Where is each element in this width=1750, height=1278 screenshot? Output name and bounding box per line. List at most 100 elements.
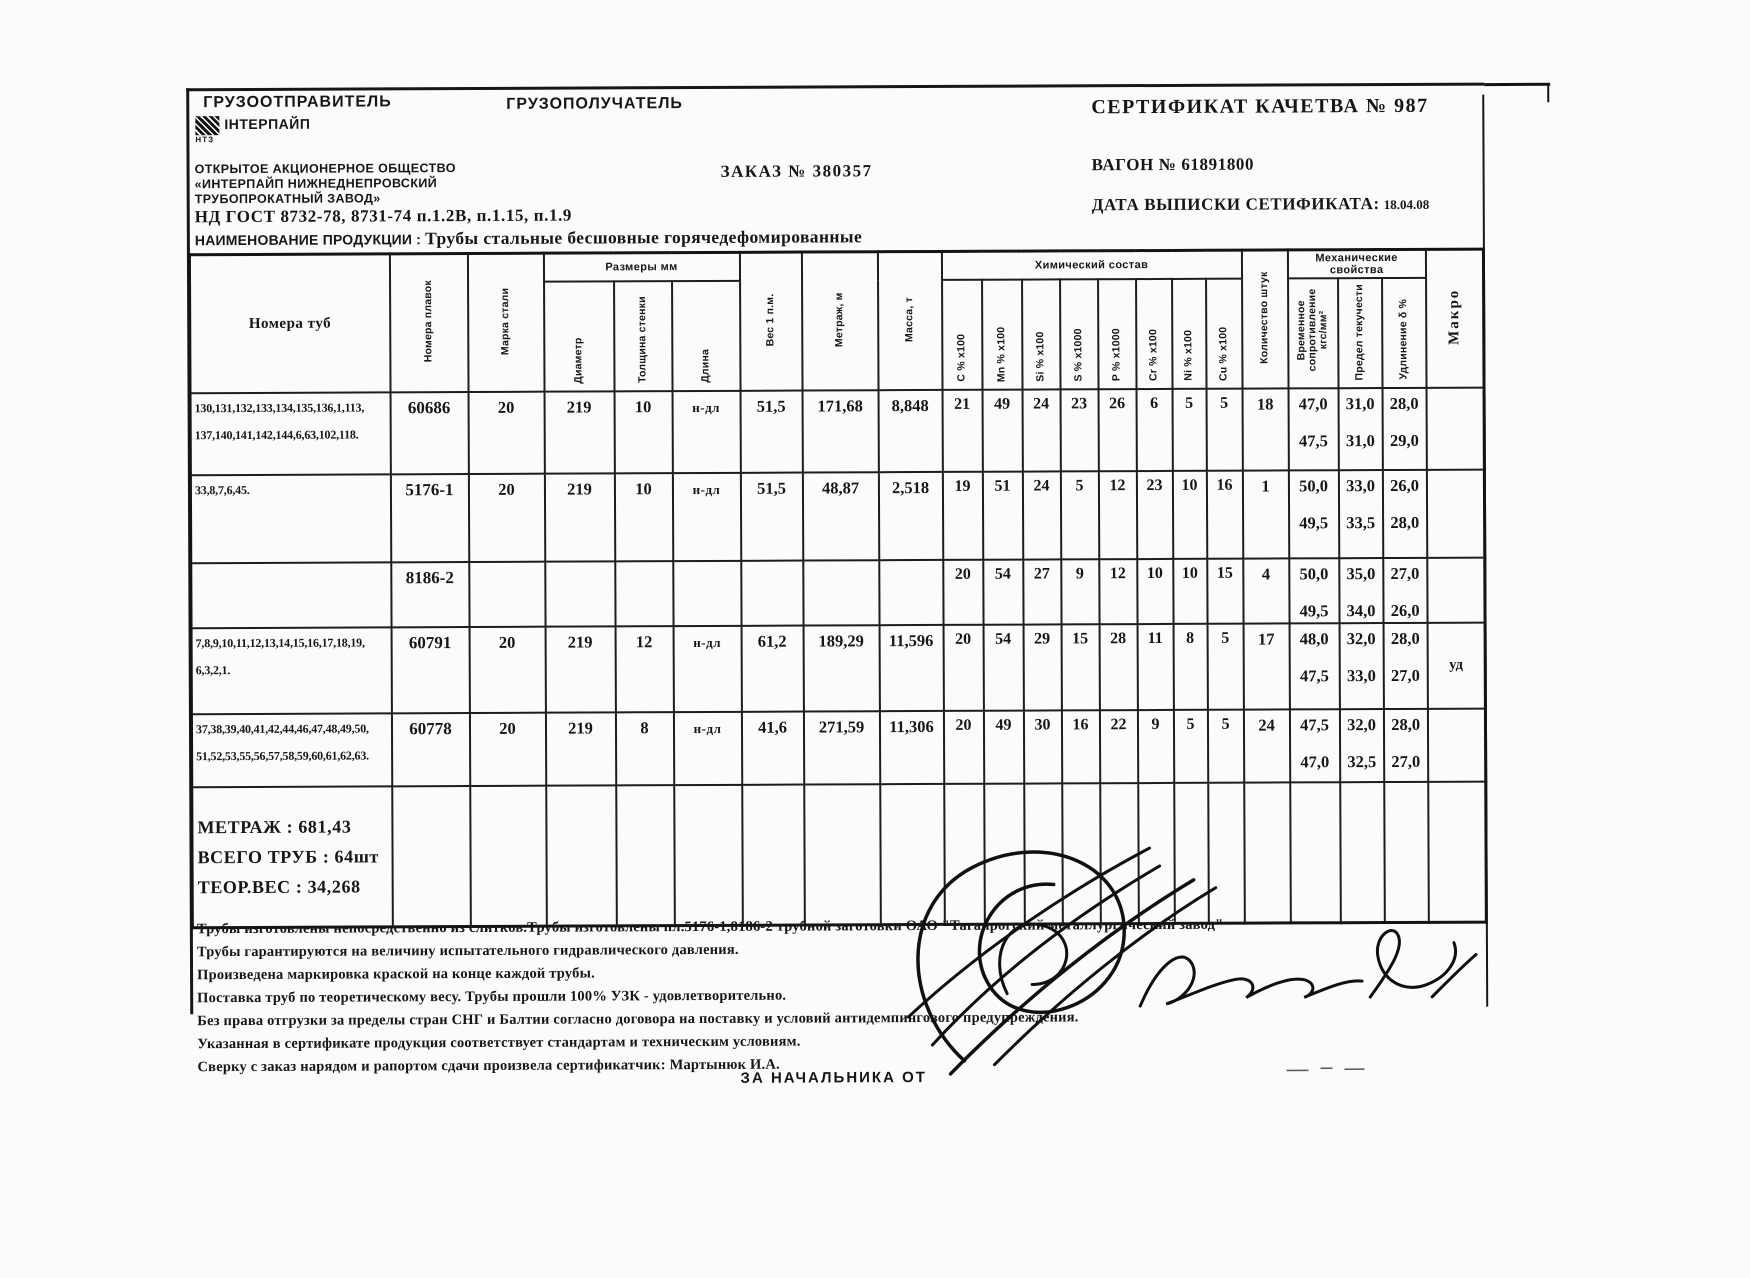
summary-line: ВСЕГО ТРУБ : 64шт — [197, 846, 380, 868]
cell-tube-numbers: 130,131,132,133,134,135,136,1,113, 137,14… — [190, 392, 391, 476]
interpipe-logo: НТЗ ІНТЕРПАЙП — [195, 116, 310, 144]
product-value: Трубы стальные бесшовные горячедефомиров… — [425, 226, 863, 249]
column-header: Cr % x100 — [1135, 278, 1173, 390]
cell-diameter: 219 — [545, 626, 616, 713]
column-header: Временное сопротивление кгс/мм² — [1287, 278, 1339, 389]
header-group-mechanical: Механические свойства — [1287, 249, 1426, 279]
cell-mech: 50,0 49,5 — [1288, 470, 1339, 559]
summary-line: МЕТРАЖ : 681,43 — [197, 816, 352, 838]
cell-empty — [1099, 783, 1139, 924]
tube-numbers-line: 130,131,132,133,134,135,136,1,113, — [194, 400, 365, 416]
table-body: 130,131,132,133,134,135,136,1,113, 137,14… — [190, 387, 1487, 928]
cell-chem: 10 — [1136, 558, 1174, 625]
cell-heat: 60686 — [390, 392, 469, 475]
cell-mass — [878, 559, 944, 626]
wagon-number: ВАГОН № 61891800 — [1091, 154, 1255, 175]
mech-value-line: 28,0 — [1389, 393, 1419, 413]
notes-block: Трубы изготовлены непосредственно из сли… — [197, 913, 1488, 1080]
mech-value-line: 32,0 — [1347, 715, 1377, 735]
cell-chem: 5 — [1172, 388, 1207, 471]
cell-length: н-дл — [672, 390, 741, 474]
cell-length — [672, 560, 742, 627]
cell-mech: 28,0 27,0 — [1383, 622, 1428, 710]
tube-numbers-line: 37,38,39,40,41,42,44,46,47,48,49,50, — [195, 721, 369, 737]
cell-empty — [1137, 782, 1175, 924]
cell-grade: 20 — [468, 473, 545, 563]
cell-quantity: 18 — [1242, 388, 1289, 471]
table-row: 37,38,39,40,41,42,44,46,47,48,49,50, 51,5… — [191, 708, 1486, 788]
cell-chem: 16 — [1206, 470, 1243, 559]
cell-mech: 47,0 47,5 — [1288, 388, 1339, 471]
cell-tube-numbers: 7,8,9,10,11,12,13,14,15,16,17,18,19, 6,3,… — [191, 627, 392, 715]
cell-metrage: 48,87 — [802, 472, 879, 561]
cell-metrage: 271,59 — [803, 711, 880, 785]
cell-mass: 11,306 — [879, 710, 944, 785]
cell-chem: 6 — [1136, 388, 1173, 472]
mech-value-line: 28,0 — [1390, 512, 1420, 532]
cell-empty — [545, 785, 617, 926]
mech-value-line: 28,0 — [1391, 714, 1421, 734]
mech-value-line: 32,5 — [1347, 752, 1377, 772]
cell-length: н-дл — [673, 625, 742, 713]
order-number: ЗАКАЗ № 380357 — [720, 161, 873, 181]
cell-chem: 15 — [1061, 624, 1100, 711]
cell-mech: 27,0 26,0 — [1382, 557, 1428, 624]
column-header: Длина — [671, 280, 741, 392]
issue-date-value: 18.04.08 — [1383, 196, 1430, 213]
mech-value-line: 49,5 — [1299, 601, 1329, 621]
cell-chem: 49 — [983, 710, 1024, 784]
cell-chem: 27 — [1022, 559, 1062, 625]
cell-chem: 5 — [1207, 709, 1244, 783]
cell-chem: 26 — [1098, 389, 1137, 472]
cell-macro — [1426, 469, 1485, 558]
table-row: 130,131,132,133,134,135,136,1,113, 137,14… — [190, 387, 1485, 476]
cell-macro: уд — [1427, 622, 1486, 709]
cell-mass: 11,596 — [879, 624, 944, 712]
cell-tube-numbers: 33,8,7,6,45. — [190, 474, 391, 564]
cell-length: н-дл — [673, 711, 742, 786]
mech-value-line: 26,0 — [1390, 475, 1420, 495]
product-name-row: НАИМЕНОВАНИЕ ПРОДУКЦИИ : Трубы стальные … — [195, 226, 862, 250]
mech-value-line: 27,0 — [1391, 751, 1421, 771]
mech-value-line: 47,5 — [1298, 431, 1328, 451]
cell-grade: 20 — [469, 712, 546, 787]
mech-value-line: 35,0 — [1346, 564, 1376, 584]
cell-weight-per-m: 61,2 — [741, 625, 804, 712]
header-group-dimensions: Размеры мм — [543, 252, 740, 282]
cell-chem: 24 — [1022, 471, 1061, 560]
cell-empty — [1173, 782, 1209, 923]
company-name-block: ОТКРЫТОЕ АКЦИОНЕРНОЕ ОБЩЕСТВО «ИНТЕРПАЙП… — [195, 161, 457, 207]
product-label: НАИМЕНОВАНИЕ ПРОДУКЦИИ : — [194, 231, 422, 249]
cell-wall: 12 — [615, 626, 674, 713]
cell-weight-per-m: 51,5 — [740, 472, 803, 561]
header-metrage: Метраж, м — [801, 251, 879, 391]
shipper-label: ГРУЗООТПРАВИТЕЛЬ — [203, 93, 392, 112]
cell-mech: 31,0 31,0 — [1338, 388, 1383, 471]
summary-cell: МЕТРАЖ : 681,43 ВСЕГО ТРУБ : 64шт ТЕОР.ВЕС… — [191, 786, 393, 928]
cell-chem: 54 — [983, 624, 1024, 711]
cell-mech: 28,0 29,0 — [1382, 387, 1427, 471]
cell-chem: 51 — [982, 471, 1023, 560]
cell-empty — [673, 784, 743, 926]
cell-chem: 12 — [1098, 471, 1137, 560]
cell-mech: 35,0 34,0 — [1338, 558, 1384, 624]
cell-empty — [469, 785, 547, 927]
mech-value-line: 47,0 — [1300, 752, 1330, 772]
column-header: S % x1000 — [1059, 279, 1099, 390]
column-header: Предел текучести — [1337, 278, 1383, 389]
certificate-title: СЕРТИФИКАТ КАЧЕТВА № 987 — [1091, 94, 1429, 119]
column-header: Ni % x100 — [1171, 278, 1207, 389]
cell-mech: 26,0 28,0 — [1382, 469, 1427, 559]
column-header: P % x1000 — [1097, 279, 1137, 390]
cell-heat: 8186-2 — [390, 562, 470, 628]
cell-weight-per-m — [740, 560, 804, 626]
cell-length: н-дл — [672, 472, 741, 562]
company-line: ОТКРЫТОЕ АКЦИОНЕРНОЕ ОБЩЕСТВО — [194, 161, 456, 177]
header-quantity: Количество штук — [1241, 249, 1289, 389]
mech-value-line: 34,0 — [1346, 601, 1376, 621]
column-header: Mn % x100 — [981, 279, 1023, 390]
summary-line: ТЕОР.ВЕС : 34,268 — [197, 876, 361, 898]
frame-corner-marks — [1484, 82, 1551, 103]
mech-value-line: 47,0 — [1298, 394, 1328, 414]
cell-empty — [1061, 783, 1101, 924]
